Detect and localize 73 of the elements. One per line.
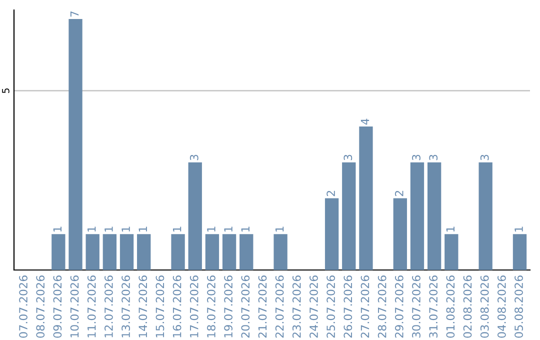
bar (68, 18, 82, 270)
data-label: 2 (326, 190, 335, 196)
bar (137, 234, 151, 270)
data-label: 1 (241, 226, 250, 232)
x-tick-label: 24.07.2026 (310, 276, 318, 338)
bar (512, 234, 527, 270)
data-label: 4 (360, 118, 370, 125)
data-label: 1 (514, 226, 523, 232)
x-tick-label: 25.07.2026 (326, 276, 336, 338)
x-tick-label: 17.07.2026 (190, 276, 198, 338)
bar (52, 234, 66, 270)
bar (393, 198, 407, 270)
data-label: 1 (172, 226, 182, 232)
x-tick-label: 15.07.2026 (156, 276, 164, 338)
x-tick-label: 08.07.2026 (36, 276, 45, 338)
x-tick-label: 23.07.2026 (292, 276, 301, 338)
bar (86, 234, 100, 270)
data-label: 1 (276, 226, 284, 232)
x-tick-label: 27.07.2026 (360, 276, 370, 338)
x-tick-label: 11.07.2026 (87, 276, 96, 338)
x-tick-label: 07.07.2026 (19, 276, 28, 338)
data-label: 7 (70, 11, 79, 17)
data-label: 2 (394, 190, 404, 196)
x-tick-label: 02.08.2026 (463, 276, 472, 338)
data-label: 1 (446, 226, 454, 232)
bar (240, 234, 254, 270)
x-tick-label: 19.07.2026 (224, 276, 233, 338)
data-label: 3 (429, 154, 438, 160)
data-label: 1 (207, 226, 216, 232)
y-tick-label: 5 (2, 88, 10, 94)
data-label: 1 (224, 226, 232, 232)
bar (188, 162, 202, 270)
x-tick-label: 01.08.2026 (446, 276, 455, 338)
data-label: 3 (190, 154, 198, 160)
x-tick-label: 13.07.2026 (122, 276, 130, 338)
data-label: 3 (480, 154, 489, 160)
bar (171, 234, 185, 270)
x-tick-label: 14.07.2026 (138, 276, 148, 338)
x-tick-label: 29.07.2026 (394, 276, 404, 338)
x-tick-label: 18.07.2026 (207, 276, 216, 338)
x-tick-label: 28.07.2026 (378, 276, 386, 338)
x-tick-label: 04.08.2026 (497, 276, 506, 338)
bar (205, 234, 220, 270)
data-label: 3 (412, 154, 420, 160)
bar (359, 126, 373, 270)
x-tick-label: 03.08.2026 (480, 276, 489, 338)
bar (222, 234, 236, 270)
x-tick-label: 10.07.2026 (70, 276, 79, 338)
x-tick-label: 09.07.2026 (53, 276, 62, 338)
bar (274, 234, 288, 270)
data-label: 1 (53, 226, 62, 232)
data-label: 1 (122, 226, 130, 232)
bar (427, 162, 442, 270)
bar (478, 162, 492, 270)
x-tick-label: 26.07.2026 (344, 276, 352, 338)
x-tick-label: 20.07.2026 (241, 276, 250, 338)
x-tick-label: 21.07.2026 (258, 276, 267, 338)
data-label: 1 (104, 226, 113, 232)
bar (324, 198, 339, 270)
x-tick-label: 05.08.2026 (514, 276, 523, 338)
bar (120, 234, 134, 270)
data-label: 1 (88, 226, 96, 232)
data-label: 3 (344, 154, 352, 160)
x-tick-label: 16.07.2026 (172, 276, 182, 338)
bar (444, 234, 458, 270)
x-tick-label: 12.07.2026 (104, 276, 113, 338)
bar (342, 162, 356, 270)
bar (410, 162, 424, 270)
x-tick-label: 30.07.2026 (412, 276, 420, 338)
bar (102, 234, 117, 270)
x-tick-label: 31.07.2026 (429, 276, 438, 338)
x-tick-label: 22.07.2026 (275, 276, 284, 338)
data-label: 1 (138, 226, 147, 232)
